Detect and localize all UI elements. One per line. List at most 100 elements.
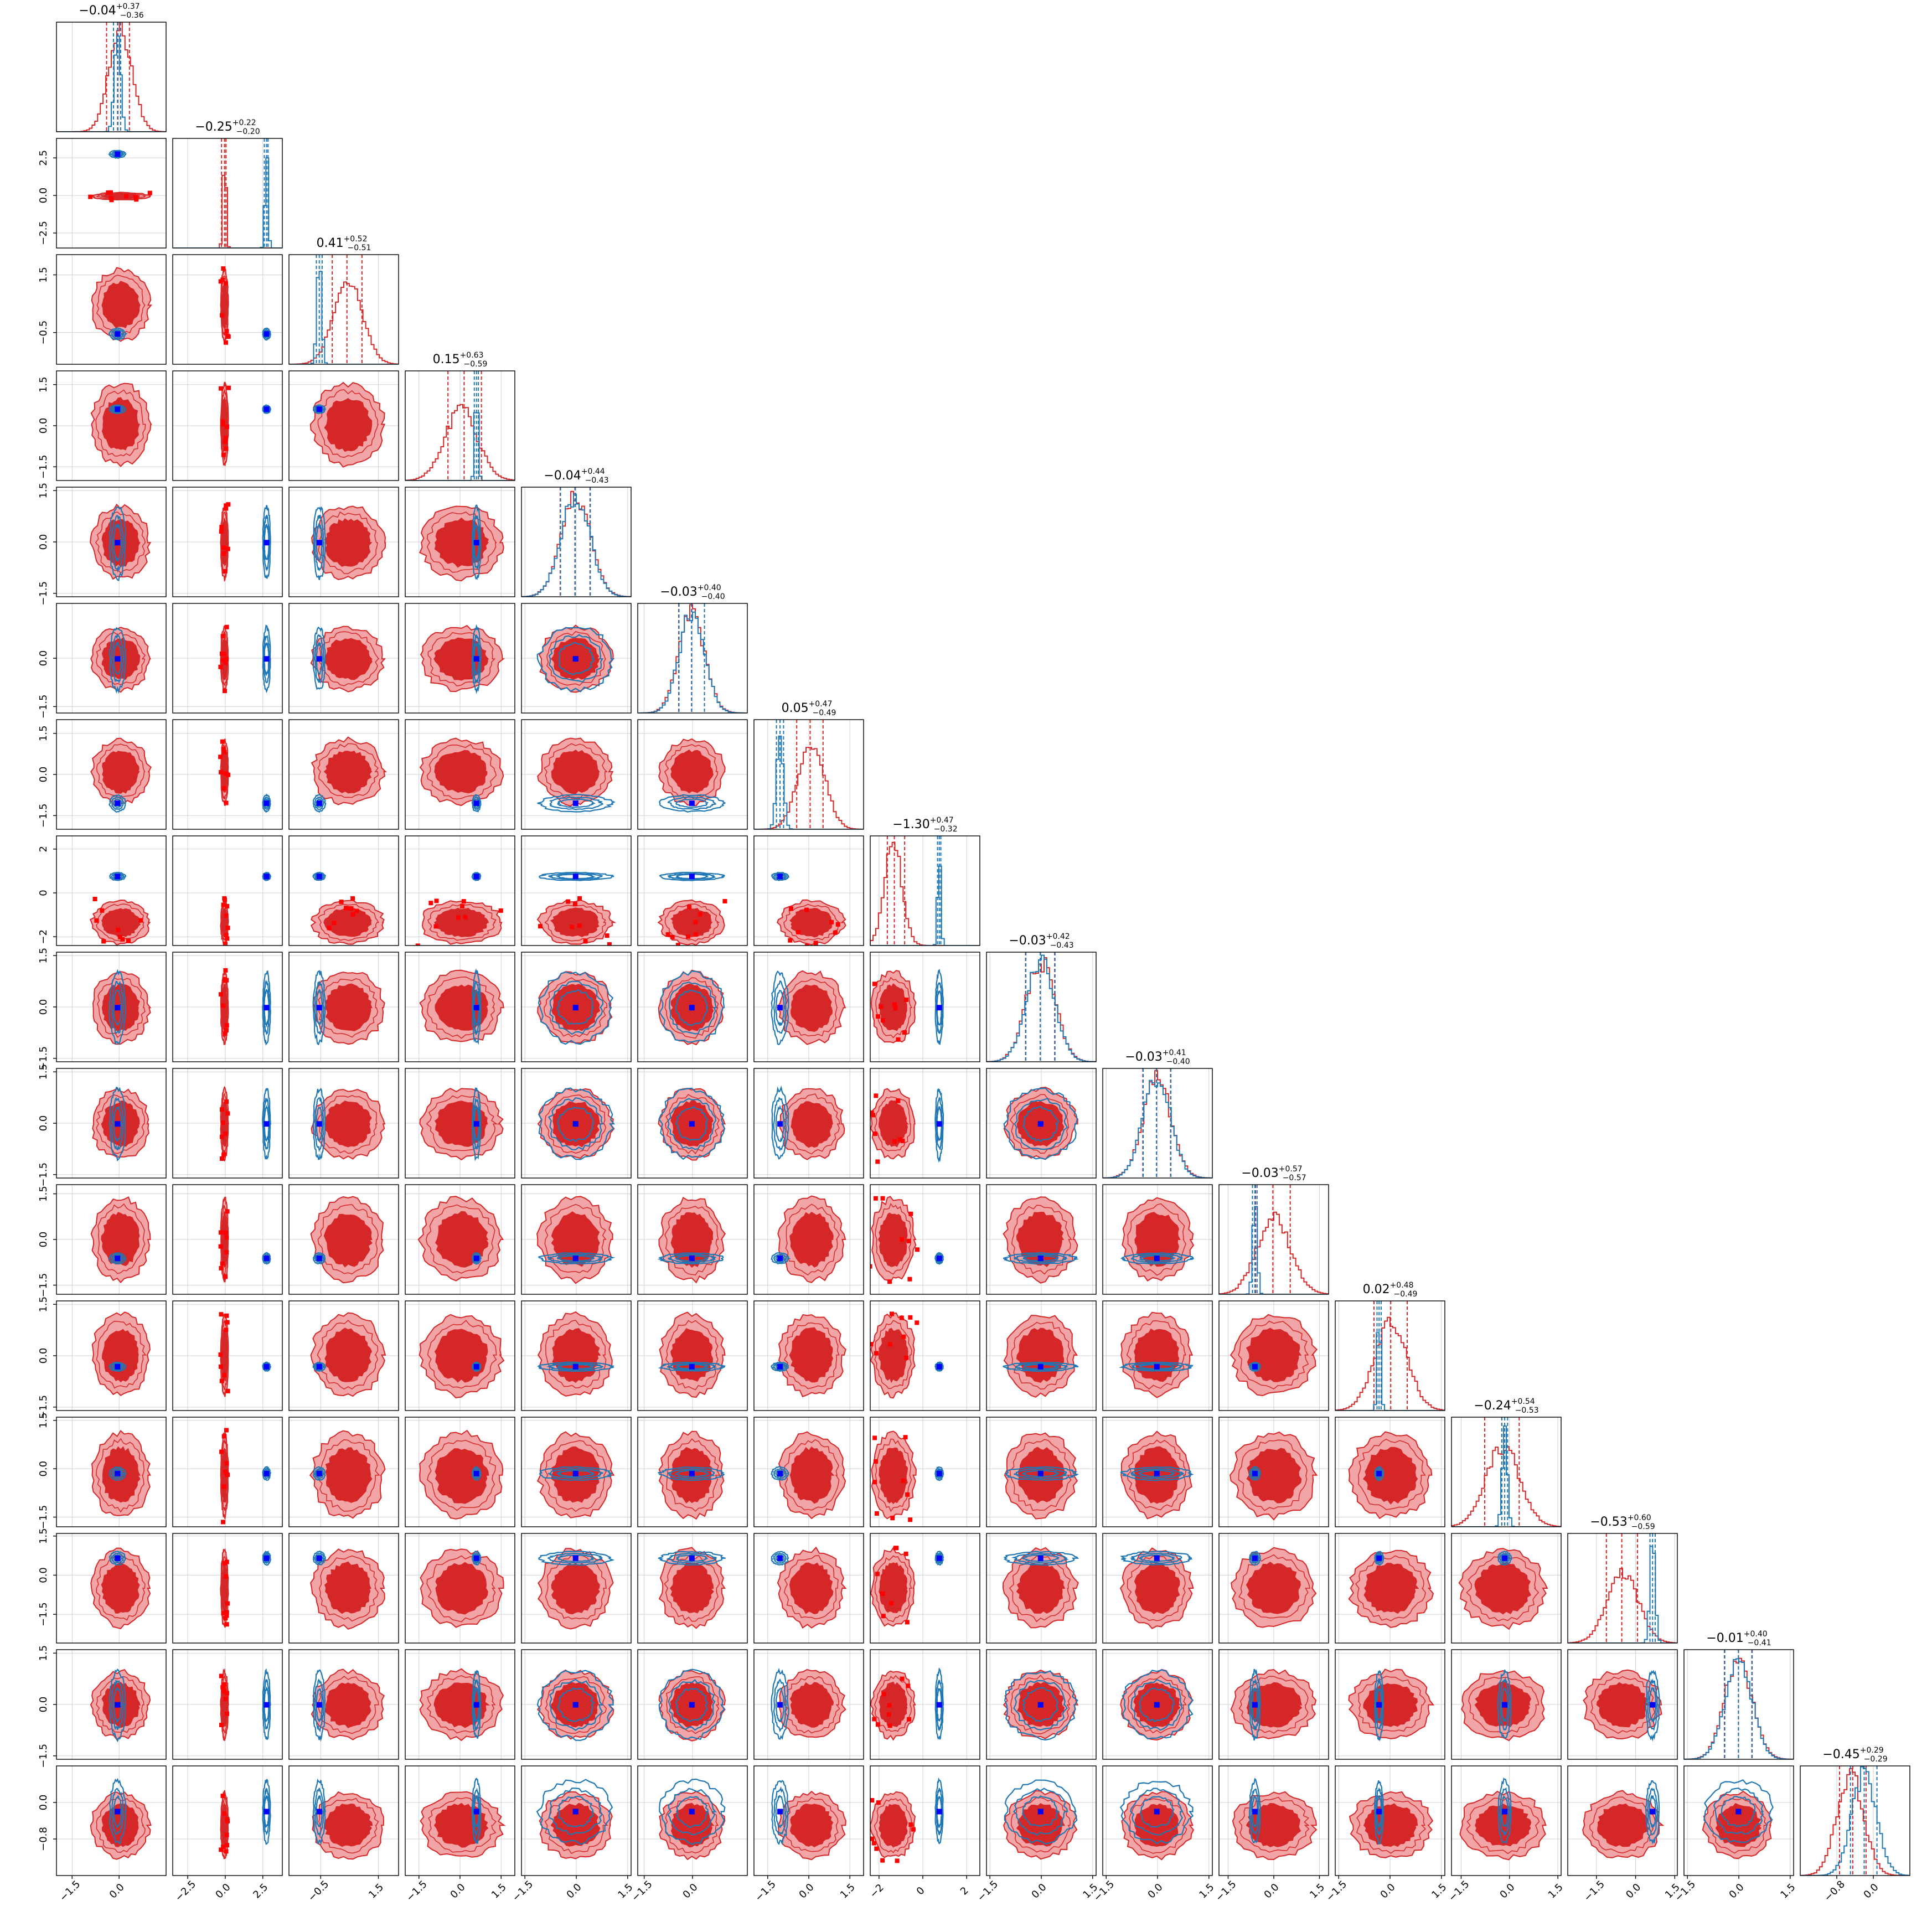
blue-marker [1037,1256,1044,1262]
red-marker [218,279,223,284]
red-marker [901,1478,906,1483]
red-marker [908,1517,913,1522]
blue-contour-2 [262,327,272,341]
red-marker [880,1018,885,1023]
red-contour-mid [317,389,379,458]
red-marker [138,918,143,923]
panel-frame [56,835,167,946]
y-tick-label-11-0: −1.5 [38,1395,49,1419]
red-marker [872,1435,877,1440]
blue-contour-2 [658,1087,725,1160]
blue-contour-2 [312,1252,326,1265]
blue-marker [473,1470,479,1476]
panel-frame [172,1184,283,1295]
blue-marker [115,331,121,337]
title-minus: −0.49 [812,709,836,717]
red-marker [120,937,125,942]
blue-contour-1 [936,1253,943,1264]
title-minus: −0.40 [1166,1057,1190,1066]
blue-contour-2 [312,871,327,881]
blue-contour-2 [934,1466,944,1481]
blue-contour-2 [262,404,271,414]
red-marker [876,1014,881,1019]
title-minus: −0.59 [463,360,487,369]
panel-frame [870,1068,980,1179]
blue-contour-2 [539,871,614,881]
red-marker [223,1131,228,1136]
red-marker [222,1561,227,1566]
red-contour-mid [96,192,147,200]
red-marker [118,934,123,939]
blue-marker [1252,1363,1258,1370]
red-marker [339,900,344,905]
blue-marker [1735,1809,1742,1815]
blue-contour-1 [549,1678,604,1732]
blue-contour-1 [1129,1552,1182,1564]
blue-marker [264,1121,270,1127]
panel-8-0 [56,952,167,1062]
blue-marker [264,406,270,412]
blue-contour-1 [667,1362,717,1371]
red-contour-mid [1466,1555,1540,1622]
y-tick-label-10-0: −1.5 [38,1273,49,1298]
red-contour-mid [664,977,719,1039]
blue-marker [572,1363,578,1370]
blue-contour-1 [548,873,603,880]
histogram-red [173,174,282,248]
blue-contour-2 [538,971,614,1045]
red-marker [224,1099,229,1104]
red-marker [221,786,226,791]
blue-marker [264,1256,270,1262]
blue-contour-0 [1021,1470,1060,1478]
histogram-blue [870,865,980,946]
x-tick-label-14-1: 0.0 [1727,1882,1747,1901]
panel-frame [405,603,515,714]
red-contour-inner [324,1682,371,1728]
panel-frame [870,835,980,946]
blue-contour-2 [536,627,615,693]
red-marker [220,658,225,663]
blue-contour-2 [472,1252,482,1265]
panel-frame [288,1068,399,1179]
blue-marker [316,874,322,880]
red-marker [872,1480,877,1485]
red-marker [116,927,121,932]
blue-contour-2 [1120,1252,1195,1264]
red-marker [224,1428,229,1433]
panel-frame [1218,1533,1329,1644]
title-minus: −0.43 [1050,941,1074,950]
panel-8-1 [172,952,283,1062]
red-marker [221,419,226,424]
red-marker [219,769,224,774]
red-contour-inner [1362,1447,1418,1505]
blue-marker [1154,1256,1160,1262]
panel-frame [753,835,864,946]
panel-frame [637,835,748,946]
y-tick-label-9-0: −1.5 [38,1163,49,1187]
title-minus: −0.41 [1748,1639,1771,1647]
title-plus: +0.60 [1628,1513,1651,1522]
blue-contour-1 [665,1552,717,1564]
blue-contour-0 [112,1686,122,1724]
red-contour-mid [783,1093,840,1155]
panel-10-4 [521,1184,632,1295]
blue-contour-1 [773,1097,787,1151]
red-contour-mid [545,1320,607,1388]
red-contour-mid [221,1439,228,1511]
panel-frame [753,1184,864,1295]
gridlines [767,720,850,829]
blue-contour-1 [667,1788,717,1836]
title-median: −0.04 [544,469,581,483]
blue-marker [689,1363,695,1370]
blue-contour-2 [312,969,326,1046]
x-tick-label-1-2: 2.5 [251,1882,270,1901]
blue-contour-2 [934,1667,944,1740]
title-plus: +0.37 [116,2,140,11]
blue-contour-2 [262,1551,271,1566]
blue-contour-2 [262,793,271,813]
blue-contour-0 [113,1795,122,1828]
red-marker [698,912,702,917]
panel-frame [56,22,167,132]
blue-contour-0 [675,1554,709,1563]
blue-contour-0 [1023,1363,1060,1370]
